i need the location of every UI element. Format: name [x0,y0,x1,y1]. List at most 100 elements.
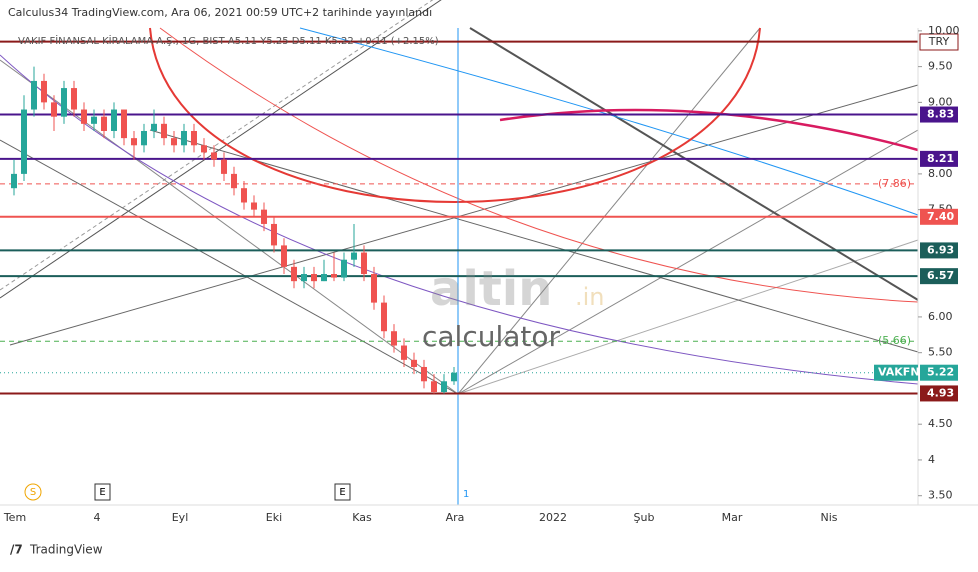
price-badge [920,150,958,167]
trend-line [9,84,919,346]
x-tick-label: Kas [352,511,372,524]
fan-line [457,27,761,395]
candle-body [281,245,287,267]
y-tick-label: 3.50 [928,489,953,502]
price-badge-label: 4.93 [927,386,954,399]
y-tick-label: 9.00 [928,95,953,108]
watermark-brand: altin [430,261,552,317]
candle-body [231,173,237,189]
candle-body [41,80,47,103]
level-label: (5.66) [878,334,911,347]
trend-line [149,129,919,353]
candle-body [171,138,177,146]
earnings-label[interactable]: E [339,487,345,498]
candle-body [191,130,197,146]
price-badge-label: 5.22 [927,366,954,379]
fan-line [0,59,459,395]
candle-body [71,88,77,110]
candle-body [51,102,57,117]
candle-body [451,372,457,382]
y-tick-label: 9.50 [928,60,953,73]
x-tick-label: Ara [446,511,465,524]
y-tick-label: 10.00 [928,24,960,37]
dividend-marker[interactable] [24,483,42,501]
earnings-label[interactable]: E [99,487,105,498]
price-badge-label: 7.40 [927,210,954,223]
candle-body [31,80,37,110]
candle-body [151,123,157,131]
x-tick-label: 4 [94,511,101,524]
candle-body [311,274,317,282]
trend-line [0,0,442,299]
candle-body [381,302,387,332]
y-tick-label: 4.50 [928,417,953,430]
y-tick-label: 5.50 [928,346,953,359]
x-tick-label: Mar [722,511,743,524]
curve [299,27,919,216]
candle-body [411,359,417,367]
x-tick-label: Şub [634,511,655,524]
candle-body [81,109,87,124]
candle-body [221,159,227,174]
candle-body [391,331,397,346]
candle-body [301,274,307,282]
candle-body [111,109,117,131]
candle-body [361,252,367,275]
watermark: altin .in [430,261,605,317]
price-badge [920,268,958,285]
ticker-label: VAKFN [878,366,920,379]
candle-body [21,109,27,174]
fan-line [0,139,459,395]
candle-body [211,152,217,160]
currency-box[interactable] [919,33,959,51]
candle-body [401,345,407,360]
price-badge [920,106,958,123]
candle-body [251,202,257,210]
curve [159,27,919,303]
watermark-suffix: .in [575,283,605,311]
price-badge [920,208,958,225]
y-tick-label: 4 [928,453,935,466]
price-badge-label: 6.93 [927,243,954,256]
candle-body [351,252,357,260]
candle-body [331,274,337,278]
x-tick-label: Tem [3,511,26,524]
candle-body [421,366,427,382]
price-badge [920,385,958,402]
x-tick-label: Eki [266,511,282,524]
x-tick-label: 2022 [539,511,567,524]
candle-body [371,274,377,303]
candle-body [131,138,137,146]
currency[interactable]: TRY [928,35,950,48]
price-badge [920,242,958,259]
candle-body [261,209,267,224]
candle-body [91,116,97,124]
fan-line [457,129,919,395]
y-tick-label: 6.00 [928,310,953,323]
footer-logo: /7 [10,543,23,557]
candle-body [101,116,107,131]
session-label: 1 [463,489,469,500]
candle-body [181,130,187,146]
dividend-label[interactable]: S [30,487,36,498]
drawings [0,0,919,505]
candle-body [201,145,207,153]
earnings-marker[interactable] [94,483,111,501]
candle-body [441,381,447,393]
candle-body [321,274,327,282]
candle-body [271,223,277,246]
candle-body [291,266,297,282]
ticker-badge [874,364,918,381]
trend-line [469,27,919,301]
candle-body [141,130,147,146]
fan-line [457,239,919,395]
candle-body [161,123,167,139]
earnings-marker[interactable] [334,483,351,501]
candle-body [241,188,247,203]
price-badge [920,364,958,381]
candle-body [61,88,67,117]
footer-brand: TradingView [29,543,103,557]
candle-body [341,259,347,278]
y-tick-label: 8.00 [928,167,953,180]
